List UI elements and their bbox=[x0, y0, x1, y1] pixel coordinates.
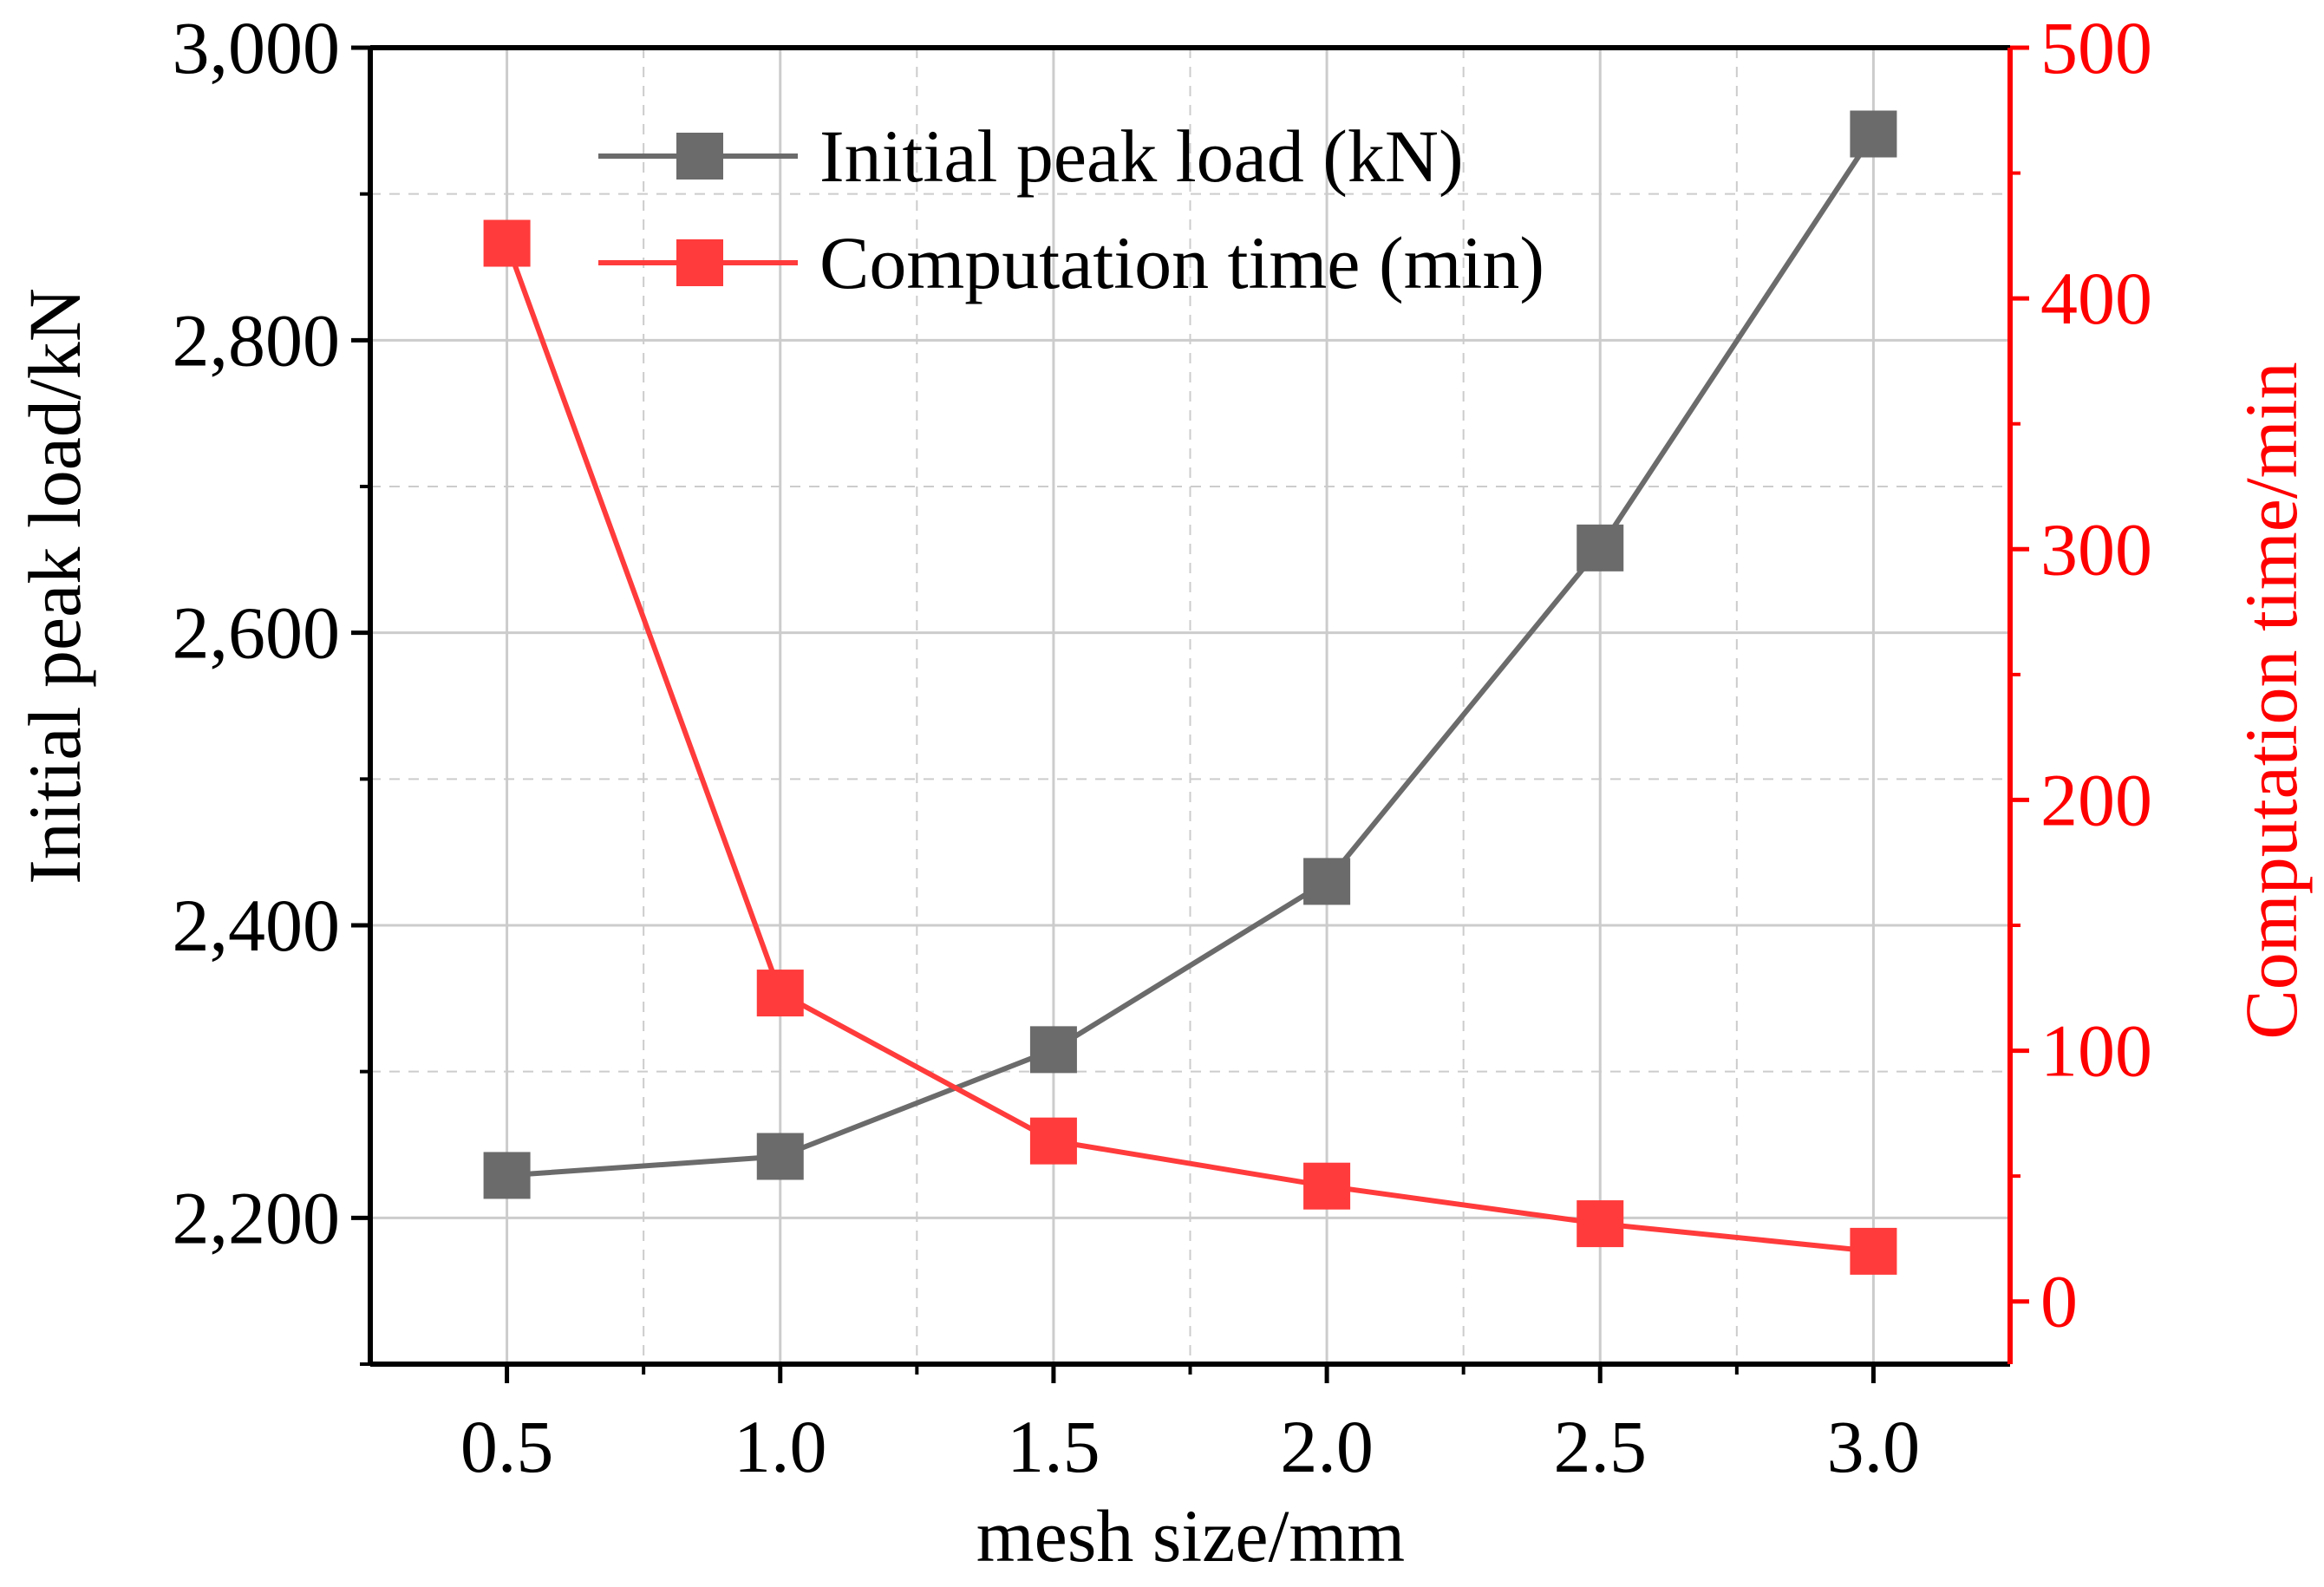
series-line-1 bbox=[506, 132, 1876, 1179]
legend: Initial peak load (kN) Computation time (… bbox=[598, 114, 1544, 304]
right-tick-label: 400 bbox=[2040, 257, 2152, 340]
axes bbox=[351, 45, 2029, 1383]
x-tick-label: 3.0 bbox=[1827, 1405, 1921, 1488]
x-tick-label: 0.5 bbox=[460, 1405, 554, 1488]
left-tick-label: 3,000 bbox=[173, 6, 341, 89]
left-tick-label: 2,800 bbox=[173, 298, 341, 382]
right-tick-label: 500 bbox=[2040, 6, 2152, 89]
series-2-point bbox=[1577, 1200, 1624, 1248]
right-axis-title: Computation time/min bbox=[2229, 362, 2313, 1039]
left-tick-label: 2,200 bbox=[173, 1176, 341, 1259]
series-1-point bbox=[483, 1152, 531, 1199]
x-tick-label: 1.5 bbox=[1007, 1405, 1100, 1488]
x-tick-label: 1.0 bbox=[734, 1405, 827, 1488]
left-tick-label: 2,400 bbox=[173, 884, 341, 967]
series-2-point bbox=[1029, 1117, 1077, 1165]
legend-marker-2 bbox=[676, 239, 723, 286]
series-2-point bbox=[1850, 1227, 1897, 1275]
series-1-point bbox=[1850, 110, 1897, 158]
right-tick-label: 200 bbox=[2040, 758, 2152, 841]
series-1-point bbox=[1577, 524, 1624, 571]
series-line-2 bbox=[504, 242, 1874, 1254]
series-2-point bbox=[483, 219, 531, 267]
series-markers bbox=[483, 110, 1897, 1275]
tick-labels: 0.5 1.0 1.5 2.0 2.5 3.0 2,200 2,400 2,600 2,800 3,… bbox=[173, 6, 2153, 1488]
legend-label-2: Computation time (min) bbox=[819, 221, 1544, 304]
series-lines bbox=[504, 132, 1876, 1254]
right-tick-label: 0 bbox=[2040, 1260, 2078, 1343]
series-2-point bbox=[1303, 1162, 1351, 1210]
right-tick-label: 300 bbox=[2040, 507, 2152, 591]
series-1-point bbox=[1029, 1026, 1077, 1074]
x-tick-label: 2.5 bbox=[1554, 1405, 1648, 1488]
legend-marker-1 bbox=[676, 133, 723, 180]
left-tick-label: 2,600 bbox=[173, 591, 341, 675]
right-tick-label: 100 bbox=[2040, 1009, 2152, 1093]
x-tick-label: 2.0 bbox=[1280, 1405, 1374, 1488]
x-axis-title: mesh size/mm bbox=[976, 1494, 1405, 1577]
series-2-point bbox=[756, 970, 804, 1017]
series-1-point bbox=[756, 1133, 804, 1180]
left-axis-title: Initial peak load/kN bbox=[13, 288, 96, 885]
legend-label-1: Initial peak load (kN) bbox=[819, 114, 1464, 198]
series-1-point bbox=[1303, 858, 1351, 905]
